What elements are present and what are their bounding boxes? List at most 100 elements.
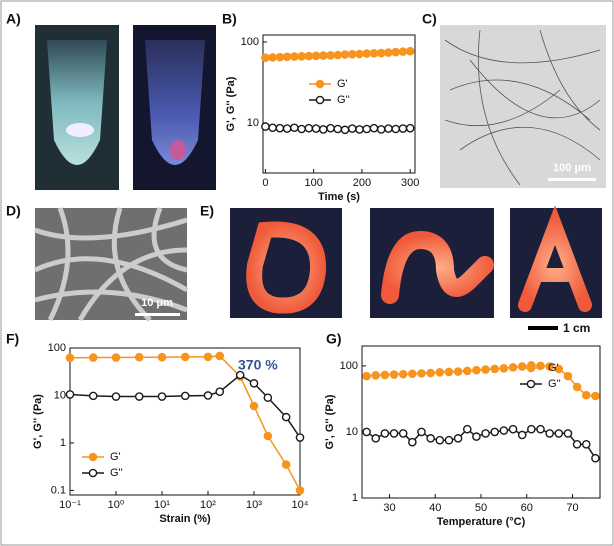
gel-blob xyxy=(66,123,94,137)
legend-marker xyxy=(526,363,536,373)
data-point xyxy=(369,123,379,133)
data-point xyxy=(508,363,518,372)
data-point xyxy=(408,437,417,447)
legend-label: G'' xyxy=(110,467,123,479)
data-point xyxy=(391,47,400,57)
data-point xyxy=(517,362,527,371)
panel-label: C) xyxy=(422,11,437,27)
data-point xyxy=(384,124,393,133)
y-tick-label: 1 xyxy=(60,437,66,449)
data-point xyxy=(347,49,357,59)
x-tick-label: 40 xyxy=(429,502,441,514)
data-point xyxy=(405,46,415,56)
data-point xyxy=(157,352,167,362)
data-point xyxy=(268,53,277,62)
data-point xyxy=(157,392,167,401)
data-point xyxy=(563,371,573,381)
data-point xyxy=(389,370,399,379)
fibers xyxy=(444,29,601,186)
data-point xyxy=(554,364,564,374)
data-point xyxy=(481,429,490,438)
data-point xyxy=(333,50,343,60)
y-tick-label: 1 xyxy=(352,492,358,504)
data-point xyxy=(326,50,335,60)
panel-label: F) xyxy=(6,331,19,347)
legend-marker xyxy=(315,79,325,89)
gel-letter xyxy=(381,230,494,304)
data-point xyxy=(134,352,144,362)
data-point xyxy=(444,435,454,445)
plot-frame xyxy=(69,347,301,496)
data-point xyxy=(362,427,371,437)
x-tick-label: 10¹ xyxy=(154,499,170,511)
data-point xyxy=(297,124,306,134)
data-point xyxy=(389,429,399,438)
data-point xyxy=(405,123,415,133)
data-point xyxy=(371,434,381,443)
data-point xyxy=(490,427,500,437)
x-tick-label: 0 xyxy=(262,177,268,189)
data-point xyxy=(591,391,600,401)
data-point xyxy=(408,369,417,379)
data-point xyxy=(499,426,509,435)
data-point xyxy=(65,353,75,363)
data-point xyxy=(391,124,400,134)
y-axis-label: G', G'' (Pa) xyxy=(324,394,336,449)
data-point xyxy=(563,429,573,438)
data-point xyxy=(311,51,321,61)
y-tick-label: 100 xyxy=(48,342,66,354)
data-point xyxy=(536,424,545,434)
legend-marker xyxy=(88,452,98,462)
data-point xyxy=(453,367,463,376)
data-point xyxy=(380,370,390,380)
data-point xyxy=(268,123,277,133)
data-point xyxy=(275,123,285,133)
tube xyxy=(47,40,107,165)
x-axis-label: Time (s) xyxy=(318,191,360,203)
legend-marker xyxy=(526,379,536,389)
x-tick-label: 100 xyxy=(304,177,322,189)
data-point xyxy=(371,371,381,380)
data-point xyxy=(275,52,285,62)
data-point xyxy=(527,424,536,434)
data-point xyxy=(295,486,305,495)
x-tick-label: 10⁰ xyxy=(108,499,125,511)
x-tick-label: 50 xyxy=(475,502,487,514)
scale-bar xyxy=(528,326,558,330)
data-point xyxy=(581,440,591,449)
x-tick-label: 70 xyxy=(566,502,578,514)
data-point xyxy=(362,49,372,58)
x-tick-label: 10⁻¹ xyxy=(59,499,81,511)
data-point xyxy=(297,52,306,61)
data-point xyxy=(435,367,445,377)
x-tick-label: 30 xyxy=(383,502,395,514)
data-point xyxy=(472,365,481,375)
x-tick-label: 60 xyxy=(521,502,533,514)
data-point xyxy=(417,427,426,437)
data-point xyxy=(380,429,390,438)
data-point xyxy=(282,52,292,62)
data-point xyxy=(340,125,350,135)
y-tick-label: 100 xyxy=(340,360,358,372)
data-point xyxy=(347,124,357,133)
data-point xyxy=(398,369,408,379)
data-point xyxy=(453,434,463,443)
data-point xyxy=(215,387,225,397)
x-axis-label: Temperature (°C) xyxy=(437,516,526,528)
data-point xyxy=(134,392,144,401)
scale-bar xyxy=(548,178,596,181)
tube xyxy=(145,40,205,165)
data-point xyxy=(545,429,554,438)
data-point xyxy=(472,432,481,441)
data-point xyxy=(545,362,554,371)
x-tick-label: 10² xyxy=(200,499,216,511)
data-point xyxy=(462,424,472,434)
scale-label: 100 μm xyxy=(553,162,591,174)
data-point xyxy=(261,122,270,131)
gel-letter xyxy=(518,205,592,312)
data-point xyxy=(398,124,408,133)
annotation: 370 % xyxy=(238,357,278,373)
data-point xyxy=(355,49,364,59)
x-tick-label: 300 xyxy=(401,177,419,189)
